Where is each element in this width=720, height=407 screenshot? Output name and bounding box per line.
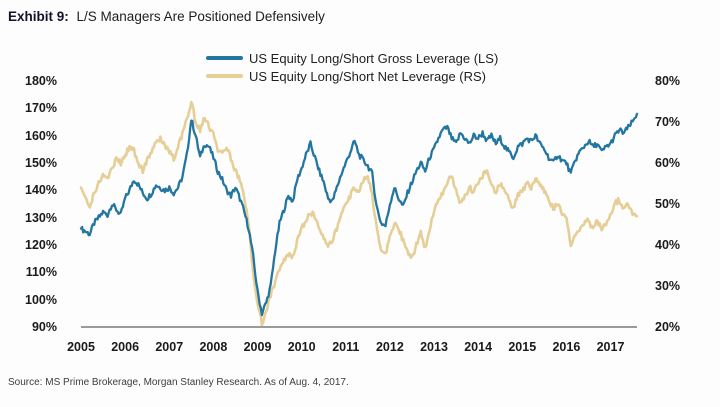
x-axis-year-label: 2006: [111, 340, 140, 354]
right-axis-tick-label: 60%: [655, 156, 681, 170]
x-axis-year-label: 2005: [67, 340, 95, 354]
right-axis-tick-label: 40%: [655, 238, 681, 252]
x-axis-year-label: 2009: [243, 340, 272, 354]
x-axis-year-label: 2010: [287, 340, 316, 354]
net-leverage-line: [79, 100, 639, 327]
source-note: Source: MS Prime Brokerage, Morgan Stanl…: [8, 377, 349, 388]
left-axis-tick-label: 170%: [25, 101, 57, 116]
x-axis-year-label: 2011: [332, 340, 360, 354]
gross-leverage-line-swatch-icon: [206, 56, 243, 60]
left-axis-tick-label: 120%: [25, 238, 57, 252]
left-axis-tick-label: 140%: [25, 183, 57, 198]
right-axis-tick-label: 80%: [655, 74, 681, 88]
left-axis-tick-label: 130%: [25, 210, 57, 225]
left-axis-tick-label: 150%: [25, 156, 57, 170]
right-axis-tick-label: 20%: [655, 320, 681, 334]
x-axis-year-label: 2008: [199, 340, 228, 354]
chart-title: L/S Managers Are Positioned Defensively: [76, 9, 325, 24]
left-axis-tick-label: 160%: [25, 128, 57, 143]
x-axis-year-label: 2017: [596, 340, 625, 354]
legend-label-gross-leverage: US Equity Long/Short Gross Leverage (LS): [249, 50, 499, 66]
x-axis-year-label: 2012: [375, 340, 404, 354]
x-axis-year-label: 2015: [508, 340, 537, 354]
left-axis-tick-label: 180%: [25, 74, 57, 88]
right-axis-tick-label: 30%: [655, 279, 681, 293]
x-axis-year-label: 2016: [552, 340, 581, 354]
legend-item-net-leverage: US Equity Long/Short Net Leverage (RS): [206, 67, 498, 85]
x-axis-year-label: 2007: [155, 340, 184, 354]
exhibit-number: Exhibit 9:: [8, 9, 69, 24]
x-axis-year-label: 2013: [420, 340, 448, 354]
x-axis-year-label: 2014: [464, 340, 493, 354]
net-leverage-line-swatch-icon: [206, 74, 243, 78]
left-axis-tick-label: 110%: [25, 265, 57, 280]
right-axis-tick-label: 50%: [655, 197, 681, 211]
chart-legend: US Equity Long/Short Gross Leverage (LS)…: [206, 49, 498, 85]
left-axis-tick-label: 100%: [25, 292, 57, 307]
legend-label-net-leverage: US Equity Long/Short Net Leverage (RS): [249, 68, 487, 84]
chart-title-row: Exhibit 9: L/S Managers Are Positioned D…: [8, 9, 325, 24]
legend-item-gross-leverage: US Equity Long/Short Gross Leverage (LS): [206, 49, 498, 67]
right-axis-tick-label: 70%: [655, 115, 681, 129]
gross-leverage-line: [79, 112, 639, 317]
left-axis-tick-label: 90%: [31, 320, 57, 334]
